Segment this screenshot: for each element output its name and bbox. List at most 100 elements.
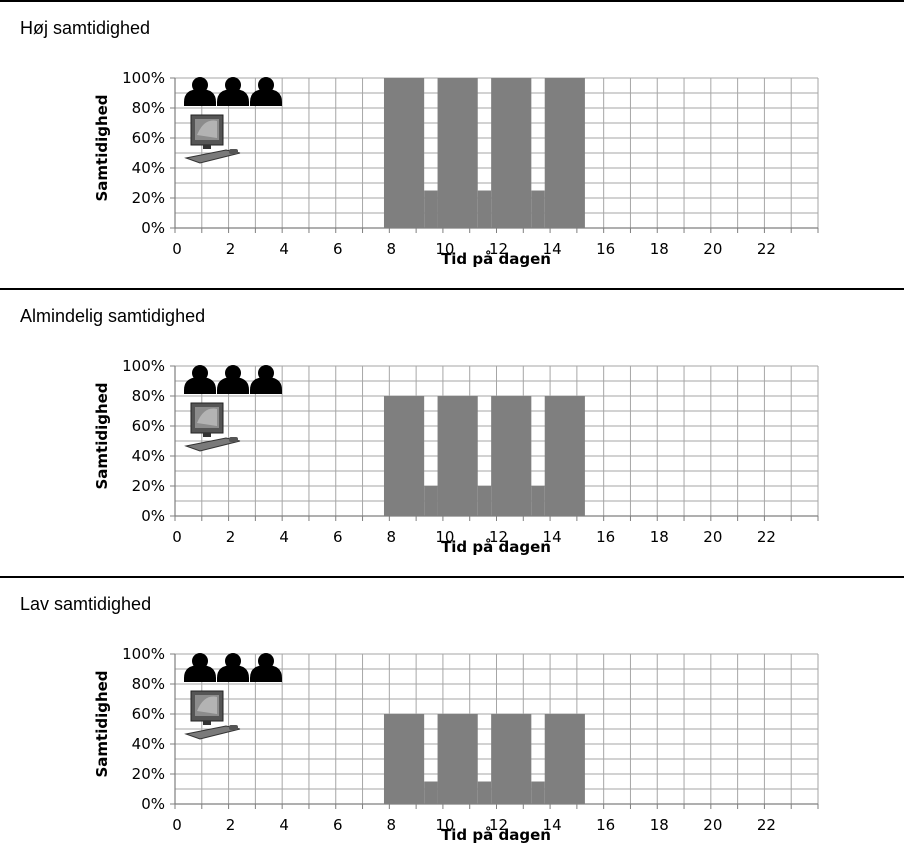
bar bbox=[477, 781, 492, 804]
x-tick-label: 6 bbox=[333, 528, 343, 546]
x-tick-label: 14 bbox=[543, 240, 562, 258]
x-tick-label: 22 bbox=[757, 240, 776, 258]
x-tick-label: 22 bbox=[757, 528, 776, 546]
bar bbox=[424, 781, 438, 804]
person-icon bbox=[184, 77, 216, 106]
x-tick-label: 16 bbox=[596, 816, 615, 834]
bar bbox=[437, 78, 478, 228]
bar bbox=[544, 714, 585, 804]
x-tick-label: 2 bbox=[226, 528, 236, 546]
person-icon bbox=[184, 653, 216, 682]
bar bbox=[491, 78, 532, 228]
x-tick-label: 8 bbox=[387, 816, 397, 834]
y-tick-label: 80% bbox=[132, 675, 165, 693]
bars bbox=[383, 714, 585, 804]
bar bbox=[531, 190, 545, 228]
y-tick-label: 20% bbox=[132, 765, 165, 783]
bar bbox=[437, 714, 478, 804]
bar bbox=[477, 486, 492, 516]
x-tick-label: 4 bbox=[279, 528, 289, 546]
y-tick-label: 40% bbox=[132, 735, 165, 753]
y-axis-title: Samtidighed bbox=[93, 94, 111, 201]
x-tick-label: 0 bbox=[172, 240, 182, 258]
y-tick-label: 40% bbox=[132, 447, 165, 465]
y-tick-label: 80% bbox=[132, 99, 165, 117]
person-icon bbox=[217, 653, 249, 682]
bar bbox=[544, 78, 585, 228]
y-tick-label: 0% bbox=[141, 507, 165, 525]
bar bbox=[383, 714, 425, 804]
y-axis-title: Samtidighed bbox=[93, 382, 111, 489]
y-tick-label: 0% bbox=[141, 219, 165, 237]
x-tick-label: 8 bbox=[387, 528, 397, 546]
bar bbox=[544, 396, 585, 516]
bar bbox=[383, 78, 425, 228]
bar bbox=[477, 190, 492, 228]
x-tick-label: 18 bbox=[650, 816, 669, 834]
y-tick-label: 20% bbox=[132, 477, 165, 495]
panel-divider bbox=[0, 0, 904, 2]
x-tick-label: 22 bbox=[757, 816, 776, 834]
bar bbox=[491, 396, 532, 516]
bars bbox=[383, 396, 585, 516]
x-tick-label: 18 bbox=[650, 240, 669, 258]
x-axis-title: Tid på dagen bbox=[441, 538, 551, 556]
chart-svg-high: 0% 20% 40% 60% 80% 100% 0 2 4 6 8 10 12 14 16 18 20 22 Tid… bbox=[93, 69, 819, 268]
y-tick-label: 100% bbox=[122, 357, 165, 375]
computer-icon bbox=[184, 690, 241, 740]
x-tick-label: 6 bbox=[333, 816, 343, 834]
person-icon bbox=[217, 77, 249, 106]
x-tick-label: 16 bbox=[596, 240, 615, 258]
person-icon bbox=[250, 77, 282, 106]
chart-title: Almindelig samtidighed bbox=[20, 306, 206, 326]
person-icon bbox=[217, 365, 249, 394]
panel-divider bbox=[0, 576, 904, 578]
y-tick-label: 40% bbox=[132, 159, 165, 177]
y-tick-label: 100% bbox=[122, 645, 165, 663]
x-tick-label: 8 bbox=[387, 240, 397, 258]
x-tick-label: 12 bbox=[489, 528, 508, 546]
x-tick-label: 20 bbox=[703, 528, 722, 546]
computer-icon bbox=[184, 114, 241, 164]
person-icon bbox=[250, 365, 282, 394]
x-axis-title: Tid på dagen bbox=[441, 826, 551, 844]
bar bbox=[491, 714, 532, 804]
x-tick-label: 10 bbox=[435, 240, 454, 258]
y-tick-label: 0% bbox=[141, 795, 165, 813]
x-tick-label: 6 bbox=[333, 240, 343, 258]
chart-title: Høj samtidighed bbox=[20, 18, 151, 38]
x-tick-label: 4 bbox=[279, 816, 289, 834]
x-tick-label: 4 bbox=[279, 240, 289, 258]
chart-svg-normal: 0% 20% 40% 60% 80% 100% 0 2 4 6 8 10 12 14 16 18 20 22 Tid… bbox=[93, 357, 819, 556]
y-tick-label: 100% bbox=[122, 69, 165, 87]
bar bbox=[437, 396, 478, 516]
y-tick-label: 20% bbox=[132, 189, 165, 207]
x-axis-title: Tid på dagen bbox=[441, 250, 551, 268]
y-tick-label: 60% bbox=[132, 705, 165, 723]
x-tick-label: 10 bbox=[435, 528, 454, 546]
x-tick-label: 16 bbox=[596, 528, 615, 546]
x-tick-label: 0 bbox=[172, 816, 182, 834]
x-tick-label: 14 bbox=[543, 528, 562, 546]
bars bbox=[383, 78, 585, 228]
x-tick-label: 20 bbox=[703, 816, 722, 834]
x-tick-label: 12 bbox=[489, 240, 508, 258]
x-tick-label: 20 bbox=[703, 240, 722, 258]
chart-title: Lav samtidighed bbox=[20, 594, 152, 614]
y-tick-label: 60% bbox=[132, 417, 165, 435]
x-tick-label: 2 bbox=[226, 240, 236, 258]
bar bbox=[383, 396, 425, 516]
y-axis-title: Samtidighed bbox=[93, 670, 111, 777]
y-tick-label: 60% bbox=[132, 129, 165, 147]
bar bbox=[424, 190, 438, 228]
panel-divider bbox=[0, 288, 904, 290]
person-icon bbox=[184, 365, 216, 394]
chart-panel-normal: Almindelig samtidighed 0% 20% 40% 60% 80% 100… bbox=[0, 288, 904, 575]
chart-panel-low: Lav samtidighed 0% 20% 40% 60% 80% 100% 0 2 4 6 8 1… bbox=[0, 576, 904, 863]
bar bbox=[531, 486, 545, 516]
chart-panel-high: Høj samtidighed 0% 20% 40% 60% 80% 100% 0 2 4 6 8 1… bbox=[0, 0, 904, 287]
bar bbox=[424, 486, 438, 516]
x-tick-label: 14 bbox=[543, 816, 562, 834]
bar bbox=[531, 781, 545, 804]
y-tick-label: 80% bbox=[132, 387, 165, 405]
